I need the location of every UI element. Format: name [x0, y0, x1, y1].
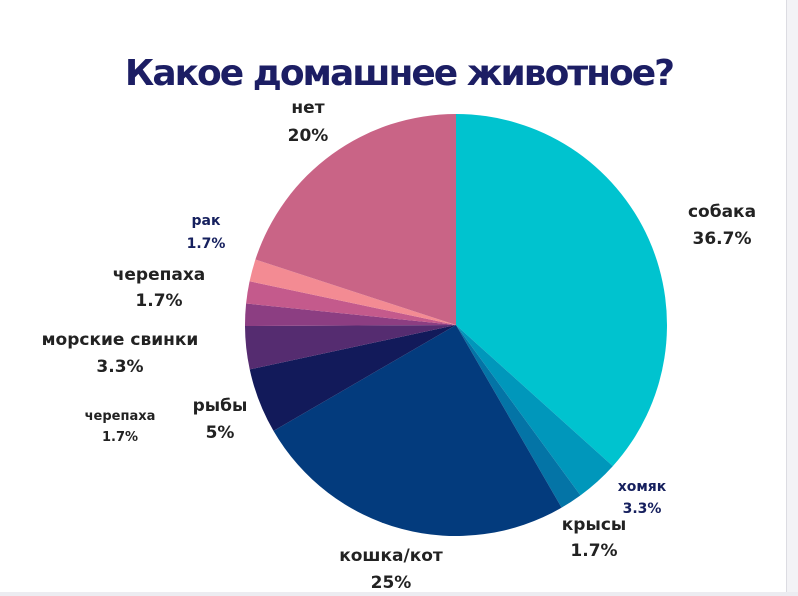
pie-slice-5 — [245, 325, 456, 370]
slice-value-crayfish: 1.7% — [187, 236, 226, 252]
pie-slice-1 — [456, 325, 613, 496]
chart-title: Какое домашнее животное? — [124, 53, 675, 94]
pie-slice-4 — [249, 325, 456, 431]
pie-slice-2 — [456, 325, 581, 508]
slice-label-crayfish: рак — [192, 213, 221, 229]
slice-value-rats: 1.7% — [570, 541, 617, 561]
slice-value-cat: 25% — [371, 573, 412, 593]
bottom-edge-strip — [0, 592, 798, 596]
slice-label-guinea-pigs: морские свинки — [42, 330, 199, 350]
slice-label-cat: кошка/кот — [339, 546, 443, 566]
pie-slice-7 — [246, 281, 456, 325]
slice-label-turtle-a: черепаха — [85, 409, 156, 424]
slice-label-fish: рыбы — [193, 396, 248, 416]
pie-slice-3 — [273, 325, 562, 537]
slice-value-none: 20% — [288, 126, 329, 146]
slice-label-rats: крысы — [562, 515, 627, 535]
pie-slice-9 — [255, 114, 456, 325]
slice-value-turtle-a: 1.7% — [102, 430, 138, 445]
slice-value-fish: 5% — [206, 423, 235, 443]
pie-slice-8 — [249, 259, 456, 325]
slice-value-hamster: 3.3% — [623, 501, 662, 517]
slice-label-turtle-b: черепаха — [113, 265, 206, 285]
slice-label-hamster: хомяк — [618, 479, 667, 495]
slice-labels: собака 36.7% хомяк 3.3% крысы 1.7% кошка… — [42, 98, 756, 593]
pie-slice-6 — [244, 303, 456, 326]
slice-label-none: нет — [291, 98, 324, 118]
right-edge-strip — [786, 0, 798, 596]
pie-slice-0 — [456, 114, 667, 467]
slice-value-guinea-pigs: 3.3% — [96, 357, 143, 377]
slice-value-turtle-b: 1.7% — [135, 291, 182, 311]
slice-value-dog: 36.7% — [693, 229, 752, 249]
pie-slices — [244, 114, 667, 537]
slice-label-dog: собака — [688, 202, 756, 222]
